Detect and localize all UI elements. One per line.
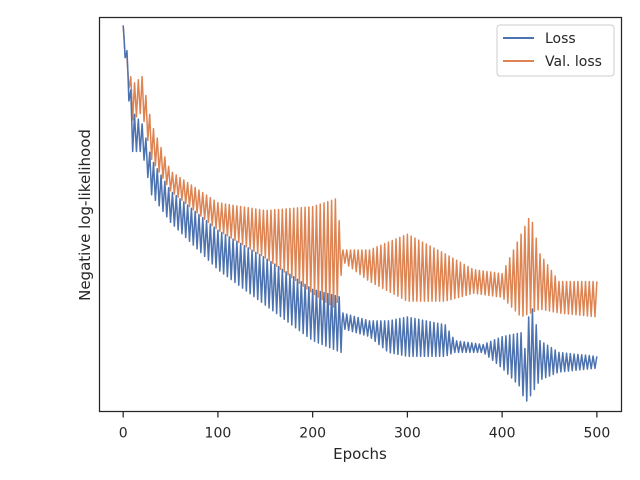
x-tick-label: 100: [205, 426, 232, 442]
x-tick-label: 0: [119, 426, 128, 442]
x-axis: 0 100 200 300 400 500: [119, 411, 611, 442]
x-axis-label: Epochs: [333, 445, 387, 463]
x-tick-label: 200: [299, 426, 326, 442]
series-val-loss-line: [122, 25, 598, 318]
plot-lines: [122, 25, 598, 402]
legend-val-loss-label: Val. loss: [545, 54, 602, 70]
x-tick-label: 300: [394, 426, 421, 442]
y-axis-label: Negative log-likelihood: [76, 129, 94, 301]
legend-loss-label: Loss: [545, 31, 576, 47]
x-tick-label: 400: [489, 426, 516, 442]
series-loss-line: [122, 25, 598, 402]
x-tick-label: 500: [584, 426, 611, 442]
legend: Loss Val. loss: [496, 24, 615, 77]
plot-frame: [98, 16, 623, 413]
